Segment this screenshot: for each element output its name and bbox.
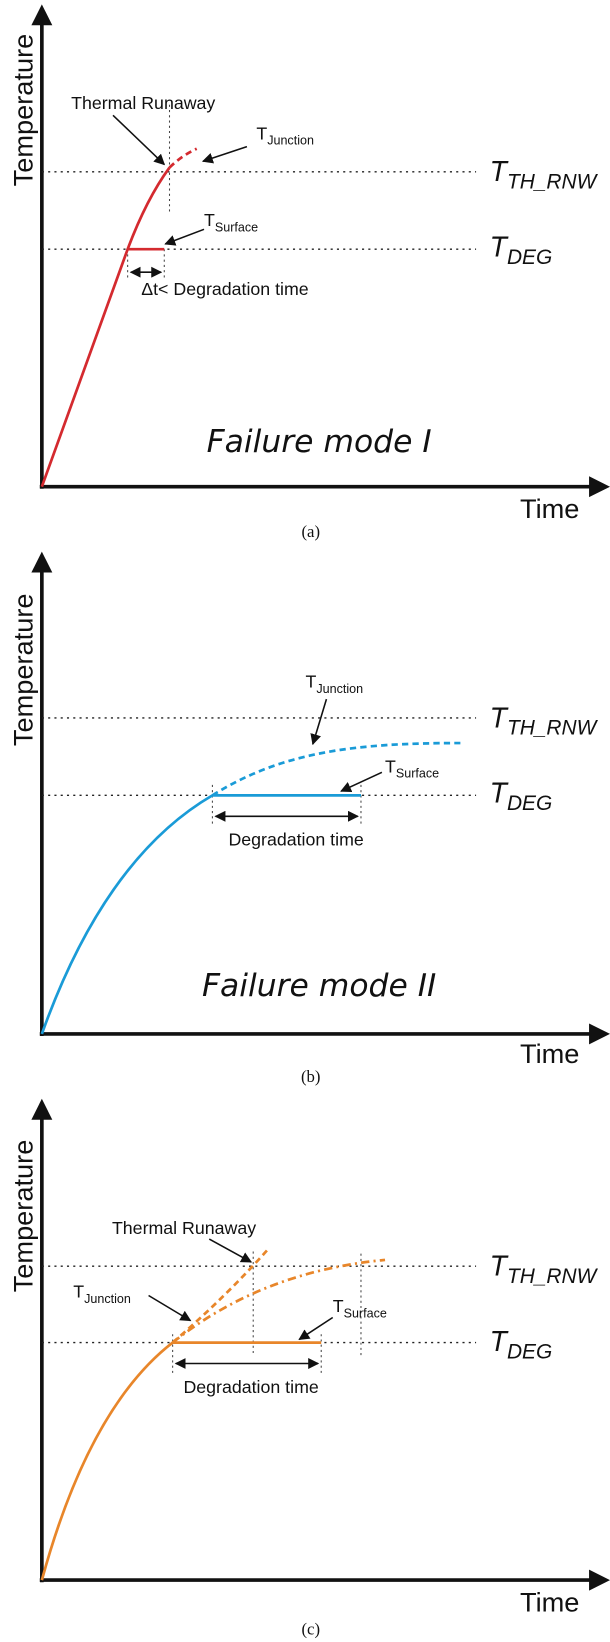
panel-c: Temperature Time (c) Degradation time Th…	[7, 1098, 610, 1639]
mode-label: Failure mode I	[207, 424, 432, 460]
degradation-label: TDEG	[490, 231, 553, 269]
x-label: Time	[520, 1038, 579, 1069]
label-base: T	[490, 231, 509, 263]
interval-label: Degradation time	[228, 830, 363, 850]
label-base: T	[256, 123, 267, 143]
label-sub: DEG	[507, 246, 552, 269]
caption: (a)	[301, 522, 320, 541]
pointer	[298, 1316, 334, 1341]
y-arrow	[31, 1098, 53, 1120]
label-base: T	[490, 777, 509, 809]
label-base: T	[490, 155, 509, 187]
label-sub: Junction	[316, 682, 363, 696]
label-base: T	[490, 1250, 509, 1282]
label-base: T	[306, 672, 317, 692]
x-label: Time	[520, 493, 579, 524]
surface-label: TSurface	[385, 756, 439, 780]
y-label: Temperature	[7, 593, 38, 746]
interval-label: Degradation time	[183, 1377, 318, 1397]
label-sub: TH_RNW	[507, 717, 599, 740]
pointer	[148, 1294, 192, 1322]
threshold-label: TTH_RNW	[490, 1250, 599, 1288]
junction-curve-extrapolated	[168, 147, 198, 169]
threshold-label: TTH_RNW	[490, 701, 599, 739]
pointer	[112, 114, 166, 166]
label-sub: Junction	[84, 1292, 131, 1306]
saturation-curve	[171, 1258, 386, 1344]
pointer	[340, 771, 383, 793]
label-base: T	[490, 701, 509, 733]
x-arrow	[589, 1023, 610, 1045]
y-label: Temperature	[7, 34, 38, 187]
label-sub: Junction	[267, 134, 314, 148]
x-arrow	[589, 1569, 610, 1591]
interval-label: Δt< Degradation time	[141, 279, 309, 299]
x-arrow	[589, 476, 610, 498]
junction-curve	[40, 1341, 174, 1581]
label-sub: DEG	[507, 1340, 552, 1363]
x-label: Time	[520, 1586, 579, 1617]
surface-label: TSurface	[333, 1296, 387, 1320]
y-label: Temperature	[7, 1140, 38, 1293]
runaway-label: Thermal Runaway	[71, 93, 215, 113]
pointer	[208, 1238, 253, 1263]
junction-curve-extrapolated	[211, 741, 461, 797]
label-base: T	[333, 1296, 344, 1316]
label-base: T	[490, 1325, 509, 1357]
degradation-label: TDEG	[490, 1325, 553, 1363]
surface-label: TSurface	[204, 210, 258, 234]
runaway-curve	[171, 1248, 269, 1344]
junction-label: TJunction	[306, 672, 364, 696]
degradation-label: TDEG	[490, 777, 553, 815]
runaway-label: Thermal Runaway	[112, 1218, 256, 1238]
label-base: T	[204, 210, 215, 230]
pointer	[164, 228, 205, 246]
mode-label: Failure mode II	[202, 968, 436, 1004]
y-arrow	[31, 551, 53, 573]
caption: (c)	[301, 1620, 320, 1639]
junction-label: TJunction	[73, 1282, 131, 1306]
label-sub: DEG	[507, 792, 552, 815]
label-base: T	[73, 1282, 84, 1302]
label-sub: Surface	[215, 220, 258, 234]
label-sub: Surface	[344, 1306, 387, 1320]
caption: (b)	[301, 1067, 321, 1086]
label-sub: TH_RNW	[507, 1265, 599, 1288]
panel-a: Temperature Time (a) Δt< Degradation tim…	[7, 4, 610, 541]
threshold-label: TTH_RNW	[490, 155, 599, 193]
y-arrow	[31, 4, 53, 26]
label-sub: TH_RNW	[507, 171, 599, 194]
pointer	[310, 698, 328, 746]
panel-b: Temperature Time (b) Degradation time TJ…	[7, 551, 610, 1086]
junction-label: TJunction	[256, 123, 314, 147]
junction-curve	[40, 166, 171, 488]
label-base: T	[385, 756, 396, 776]
pointer	[201, 145, 248, 164]
label-sub: Surface	[396, 767, 439, 781]
junction-curve	[40, 794, 214, 1035]
